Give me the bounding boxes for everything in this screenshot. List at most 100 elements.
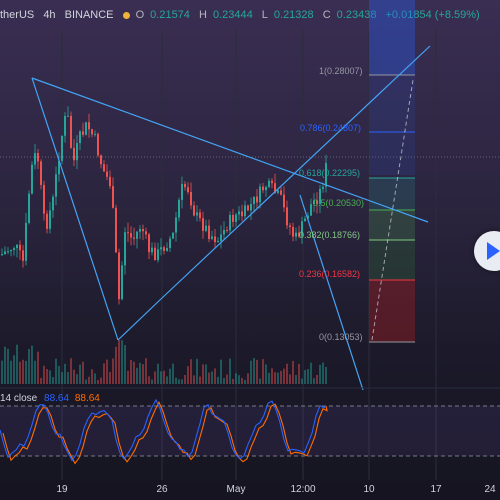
oscillator-k-value: 88.64	[44, 393, 70, 404]
candle-body	[37, 153, 39, 162]
volume-bar	[226, 374, 228, 384]
projection-zone[interactable]	[369, 75, 415, 175]
candle-body	[73, 147, 75, 161]
candle-body	[28, 193, 30, 223]
volume-bar	[40, 378, 42, 384]
candle-body	[316, 200, 318, 205]
volume-bar	[205, 364, 207, 384]
candle-body	[178, 199, 180, 218]
x-axis-label: May	[226, 484, 246, 495]
close-value: 0.23438	[336, 9, 377, 21]
volume-bar	[235, 373, 237, 384]
volume-bar	[127, 370, 129, 384]
candle-body	[238, 211, 240, 215]
candle-body	[253, 196, 255, 205]
volume-bar	[31, 345, 33, 384]
candle-body	[136, 231, 138, 239]
interval-label[interactable]: 4h	[43, 9, 56, 21]
candle-body	[115, 207, 117, 253]
volume-bar	[250, 360, 252, 384]
candle-body	[211, 236, 213, 239]
volume-bar	[34, 360, 36, 384]
volume-bar	[298, 363, 300, 384]
candle-body	[40, 161, 42, 185]
volume-bar	[262, 359, 264, 384]
exchange-label: BINANCE	[64, 9, 114, 21]
candle-body	[304, 218, 306, 222]
candle-body	[1, 254, 3, 256]
candle-body	[259, 186, 261, 203]
fib-level-0786-label: 0.786(0.24807)	[300, 123, 362, 133]
volume-bar	[64, 363, 66, 384]
volume-bar	[25, 360, 27, 384]
volume-bar	[265, 364, 267, 384]
volume-bar	[223, 378, 225, 384]
volume-bar	[58, 365, 60, 384]
candle-body	[298, 232, 300, 237]
candle-body	[301, 221, 303, 237]
candle-body	[43, 184, 45, 214]
volume-bar	[208, 372, 210, 384]
volume-bar	[106, 359, 108, 384]
candle-body	[310, 204, 312, 216]
candle-body	[106, 171, 108, 177]
volume-bar	[187, 366, 189, 384]
volume-bar	[136, 367, 138, 384]
candle-body	[187, 187, 189, 193]
fib-level-0-label: 0(0.13053)	[319, 332, 363, 342]
projection-target-zone[interactable]	[369, 0, 415, 75]
volume-bar	[133, 361, 135, 384]
volume-bar	[313, 378, 315, 384]
volume-bar	[16, 344, 18, 384]
candle-body	[127, 232, 129, 234]
candle-body	[121, 265, 123, 300]
volume-bar	[85, 379, 87, 384]
volume-bar	[61, 372, 63, 384]
oscillator-pane[interactable]	[0, 387, 500, 465]
fib-retracement[interactable]	[369, 74, 415, 343]
candle-body	[286, 207, 288, 226]
trendlines[interactable]	[31, 45, 431, 391]
volume-bar	[19, 361, 21, 384]
candle-body	[289, 225, 291, 228]
candle-body	[109, 176, 111, 187]
volume-bar	[292, 360, 294, 384]
grid-lines	[61, 30, 437, 480]
candle-body	[88, 122, 90, 130]
x-axis-label: 26	[156, 484, 168, 495]
candle-body	[322, 186, 324, 189]
candle-body	[4, 251, 6, 255]
volume-bar	[73, 369, 75, 384]
volume-bar	[160, 371, 162, 384]
oscillator-name: 14 close	[0, 393, 38, 404]
symbol-name[interactable]: therUS	[0, 9, 35, 21]
volume-bar	[247, 373, 249, 384]
volume-bar	[52, 377, 54, 384]
candle-body	[241, 211, 243, 217]
volume-bar	[259, 378, 261, 384]
candle-body	[244, 205, 246, 217]
volume-bar	[10, 360, 12, 384]
volume-bar	[70, 358, 72, 384]
candle-body	[277, 190, 279, 193]
candle-body	[193, 205, 195, 216]
candle-body	[103, 164, 105, 172]
candle-body	[157, 249, 159, 261]
volume-bar	[169, 368, 171, 384]
volume-bar	[316, 374, 318, 384]
candle-body	[313, 200, 315, 205]
candle-body	[235, 214, 237, 222]
candle-body	[181, 183, 183, 200]
candle-body	[19, 244, 21, 251]
triangle-left-side	[31, 77, 119, 341]
volume-bar	[178, 379, 180, 384]
volume-bar	[172, 363, 174, 384]
candle-body	[190, 192, 192, 206]
play-button[interactable]	[474, 231, 500, 271]
candle-body	[25, 222, 27, 261]
low-value: 0.21328	[273, 9, 314, 21]
oscillator-legend[interactable]: 14 close 88.64 88.64	[0, 393, 100, 404]
candle-body	[79, 131, 81, 144]
